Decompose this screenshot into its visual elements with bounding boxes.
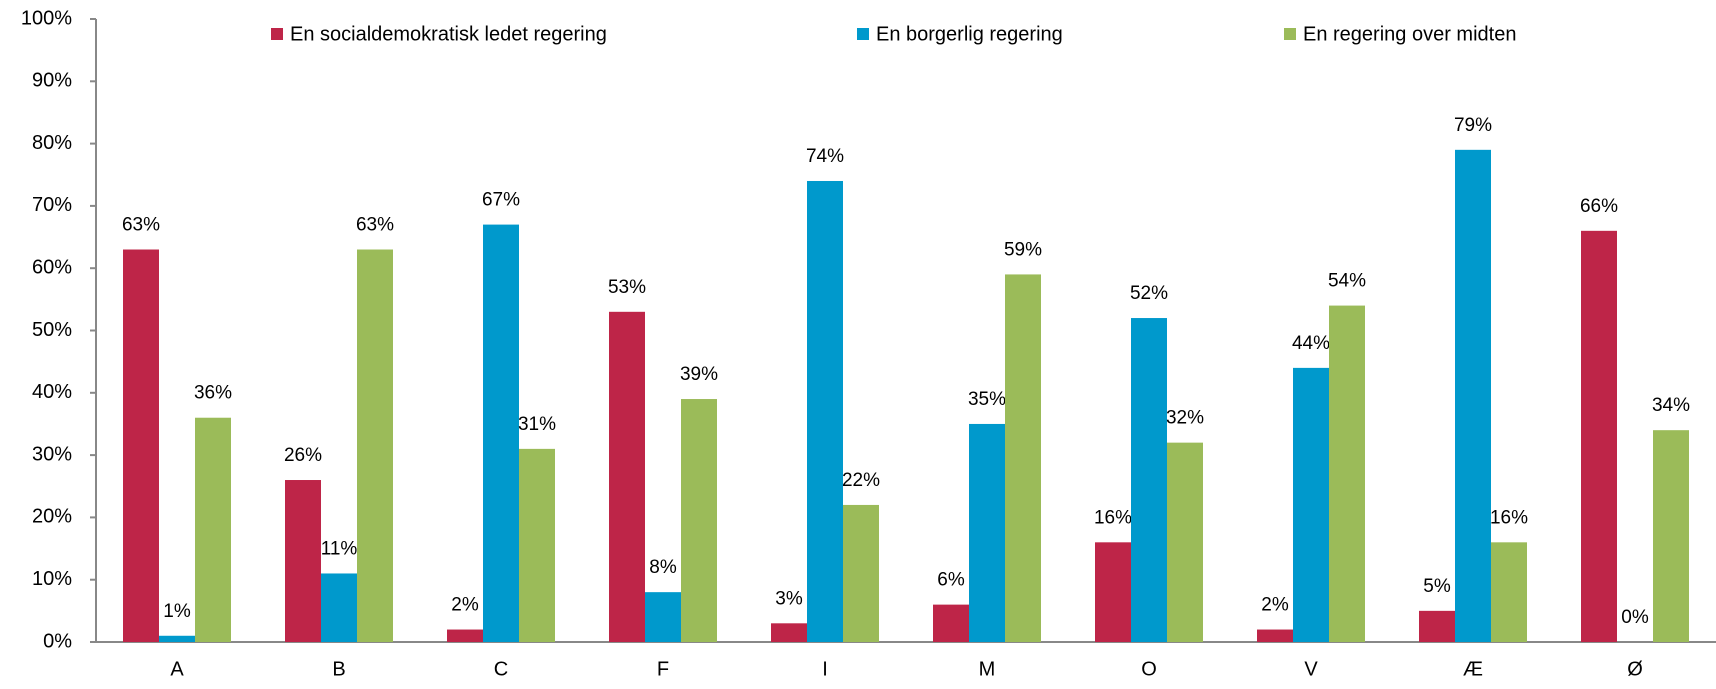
value-label: 3% bbox=[775, 588, 803, 609]
x-tick-label: Æ bbox=[1463, 658, 1483, 680]
value-label: 54% bbox=[1328, 271, 1366, 292]
y-tick-label: 100% bbox=[21, 7, 72, 29]
value-label: 39% bbox=[680, 364, 718, 385]
value-label: 1% bbox=[163, 601, 191, 622]
x-tick-label: C bbox=[494, 658, 508, 680]
x-tick-label: Ø bbox=[1627, 658, 1643, 680]
bar bbox=[969, 423, 1005, 642]
value-label: 34% bbox=[1652, 395, 1690, 416]
y-tick-label: 70% bbox=[32, 194, 72, 216]
bar bbox=[1581, 230, 1617, 642]
bar bbox=[285, 480, 321, 642]
bar bbox=[1257, 629, 1293, 642]
bar bbox=[483, 224, 519, 642]
value-label: 35% bbox=[968, 389, 1006, 410]
bar bbox=[1329, 305, 1365, 642]
x-tick-label: B bbox=[332, 658, 345, 680]
x-tick-label: M bbox=[979, 658, 996, 680]
y-tick-label: 40% bbox=[32, 381, 72, 403]
bar bbox=[1455, 149, 1491, 642]
bar bbox=[321, 573, 357, 642]
y-tick-label: 90% bbox=[32, 70, 72, 92]
value-label: 2% bbox=[451, 595, 479, 616]
bar bbox=[1293, 367, 1329, 642]
value-label: 16% bbox=[1094, 507, 1132, 528]
bar bbox=[843, 504, 879, 642]
legend-swatch bbox=[271, 28, 283, 40]
value-label: 22% bbox=[842, 470, 880, 491]
bar bbox=[159, 635, 195, 642]
bar bbox=[609, 311, 645, 642]
bar bbox=[519, 448, 555, 642]
x-tick-label: I bbox=[822, 658, 828, 680]
x-tick-label: V bbox=[1304, 658, 1318, 680]
value-label: 53% bbox=[608, 277, 646, 298]
bar bbox=[1095, 542, 1131, 642]
value-label: 63% bbox=[356, 215, 394, 236]
y-tick-label: 20% bbox=[32, 506, 72, 528]
value-label: 67% bbox=[482, 190, 520, 211]
bar bbox=[123, 249, 159, 642]
bar bbox=[1419, 610, 1455, 642]
y-tick-label: 10% bbox=[32, 568, 72, 590]
value-label: 6% bbox=[937, 570, 965, 591]
bar bbox=[645, 592, 681, 642]
y-tick-label: 60% bbox=[32, 256, 72, 278]
bar bbox=[357, 249, 393, 642]
bar bbox=[1167, 442, 1203, 642]
y-tick-label: 50% bbox=[32, 319, 72, 341]
value-label: 26% bbox=[284, 445, 322, 466]
bar bbox=[807, 180, 843, 643]
value-label: 66% bbox=[1580, 196, 1618, 217]
y-tick-label: 80% bbox=[32, 132, 72, 154]
value-label: 32% bbox=[1166, 408, 1204, 429]
value-label: 63% bbox=[122, 215, 160, 236]
value-label: 2% bbox=[1261, 595, 1289, 616]
x-tick-label: O bbox=[1141, 658, 1157, 680]
x-tick-label: A bbox=[170, 658, 184, 680]
bar bbox=[1131, 318, 1167, 642]
legend-label: En regering over midten bbox=[1303, 23, 1516, 45]
bar bbox=[933, 604, 969, 642]
y-tick-label: 0% bbox=[43, 630, 72, 652]
value-label: 44% bbox=[1292, 333, 1330, 354]
value-label: 31% bbox=[518, 414, 556, 435]
y-tick-label: 30% bbox=[32, 443, 72, 465]
value-label: 11% bbox=[321, 538, 358, 559]
value-label: 74% bbox=[806, 146, 844, 167]
value-label: 16% bbox=[1490, 507, 1528, 528]
bar bbox=[195, 417, 231, 642]
value-label: 0% bbox=[1621, 607, 1649, 628]
legend-label: En socialdemokratisk ledet regering bbox=[290, 23, 607, 45]
x-tick-label: F bbox=[657, 658, 669, 680]
bar bbox=[681, 399, 717, 642]
value-label: 79% bbox=[1454, 115, 1492, 136]
legend-label: En borgerlig regering bbox=[876, 23, 1063, 45]
value-label: 8% bbox=[649, 557, 677, 578]
value-label: 52% bbox=[1130, 283, 1168, 304]
bar bbox=[1491, 542, 1527, 642]
bar bbox=[1005, 274, 1041, 642]
value-label: 5% bbox=[1423, 576, 1451, 597]
legend-swatch bbox=[857, 28, 869, 40]
bar bbox=[771, 623, 807, 642]
bar bbox=[1653, 430, 1689, 642]
value-label: 59% bbox=[1004, 239, 1042, 260]
bar bbox=[447, 629, 483, 642]
legend-swatch bbox=[1284, 28, 1296, 40]
value-label: 36% bbox=[194, 383, 232, 404]
